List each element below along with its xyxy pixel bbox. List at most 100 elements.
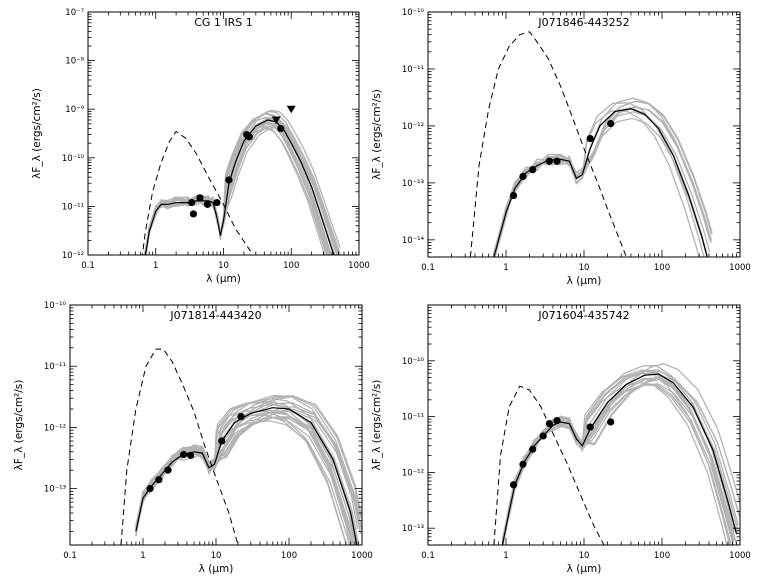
photometry-point (519, 460, 527, 468)
x-tick-label: 100 (283, 261, 299, 271)
stellar-photosphere-curve (493, 385, 605, 545)
x-tick-label: 1 (140, 551, 145, 561)
y-tick-label: 10⁻¹¹ (62, 202, 84, 212)
model-fit-curve (493, 100, 713, 257)
y-tick-label: 10⁻¹⁰ (402, 8, 425, 18)
panel-title: CG 1 IRS 1 (194, 16, 253, 29)
photometry-point (586, 134, 594, 143)
y-tick-label: 10⁻¹⁰ (44, 301, 67, 311)
x-tick-label: 10 (579, 263, 590, 273)
x-axis-label: λ (μm) (206, 273, 241, 285)
y-tick-label: 10⁻¹² (62, 251, 84, 261)
photometry-point (189, 210, 198, 218)
photometry-point (277, 124, 285, 133)
model-fit-curve (493, 117, 708, 257)
photometry-point (509, 191, 518, 200)
x-tick-label: 10 (211, 551, 222, 561)
model-fit-curve (135, 411, 354, 545)
photometry-point (164, 466, 172, 474)
curve-layer (493, 363, 740, 545)
model-fit-curve (135, 417, 357, 545)
model-fit-curve (135, 402, 351, 545)
x-tick-label: 1 (503, 263, 508, 273)
y-tick-label: 10⁻¹³ (402, 179, 424, 189)
x-tick-label: 0.1 (421, 551, 435, 561)
y-tick-label: 10⁻¹² (402, 122, 424, 132)
curve-layer (120, 348, 362, 545)
x-axis-label: λ (μm) (567, 275, 602, 287)
panel-title: J071604-435742 (537, 309, 629, 322)
x-tick-label: 1 (153, 261, 158, 271)
y-tick-label: 10⁻¹¹ (402, 413, 424, 423)
photometry-point (607, 418, 615, 426)
chart-panel: 0.1 1 10 100 1000 10⁻¹⁴ 10⁻¹³ 10⁻¹² 10⁻¹¹ 10⁻¹⁰ J0… (371, 8, 751, 287)
photometry-point (529, 445, 537, 453)
photometry-point (545, 419, 553, 428)
photometry-point (586, 423, 594, 431)
model-fit-curve (135, 409, 353, 545)
upper-limit-marker (286, 105, 296, 114)
x-axis-label: λ (μm) (199, 563, 234, 575)
curve-layer (469, 31, 713, 257)
photometry-point (519, 172, 527, 180)
y-tick-label: 10⁻¹² (402, 468, 424, 478)
photometry-point (196, 194, 204, 202)
model-fit-curve (494, 107, 709, 257)
y-tick-label: 10⁻¹⁰ (402, 357, 425, 367)
chart-panel: 0.1 1 10 100 1000 10⁻¹³ 10⁻¹² 10⁻¹¹ 10⁻¹⁰ J071814… (13, 301, 373, 575)
x-tick-label: 1 (503, 551, 508, 561)
x-tick-label: 1000 (729, 263, 751, 273)
panel-title: J071846-443252 (537, 16, 629, 29)
model-fit-curve (493, 106, 712, 257)
photometry-point (218, 437, 226, 445)
x-tick-label: 100 (654, 551, 670, 561)
y-tick-label: 10⁻⁷ (65, 8, 84, 18)
best-fit-curve (144, 119, 335, 255)
photometry-point (237, 413, 245, 421)
y-tick-label: 10⁻¹² (44, 423, 66, 433)
upper-limit-marker (271, 116, 281, 124)
x-tick-label: 1000 (351, 551, 373, 561)
photometry-point (545, 157, 553, 165)
photometry-point (225, 176, 233, 184)
model-fit-curve (493, 97, 711, 253)
photometry-point (180, 450, 188, 459)
model-fit-curve (135, 416, 359, 545)
y-tick-label: 10⁻¹³ (402, 524, 424, 534)
model-fit-curve (501, 372, 735, 544)
x-tick-label: 10 (579, 551, 590, 561)
panel-title: J071814-443420 (169, 309, 261, 322)
y-axis-label: λF_λ (ergs/cm²/s) (31, 88, 43, 179)
x-tick-label: 0.1 (81, 261, 95, 271)
photometry-point (155, 476, 163, 484)
model-fit-curve (501, 375, 740, 545)
photometry-point (509, 481, 518, 489)
x-tick-label: 100 (654, 263, 670, 273)
photometry-point (188, 198, 196, 207)
chart-panel: 0.1 1 10 100 1000 10⁻¹² 10⁻¹¹ 10⁻¹⁰ 10⁻⁹ 10⁻⁸ 10⁻⁷… (31, 8, 370, 285)
model-fit-curve (135, 409, 353, 545)
x-tick-label: 0.1 (421, 263, 435, 273)
photometry-point (146, 485, 154, 493)
y-axis-label: λF_λ (ergs/cm²/s) (371, 380, 383, 471)
x-tick-label: 100 (281, 551, 297, 561)
y-axis-label: λF_λ (ergs/cm²/s) (371, 89, 383, 180)
model-fit-curve (501, 377, 738, 545)
curve-layer (141, 109, 342, 255)
stellar-photosphere-curve (120, 348, 239, 545)
model-fit-curve (502, 363, 740, 545)
y-tick-label: 10⁻¹⁰ (62, 154, 85, 164)
model-fit-curve (501, 383, 734, 545)
y-tick-label: 10⁻⁸ (65, 57, 84, 67)
photometry-point (539, 432, 547, 440)
photometry-point (553, 157, 561, 165)
y-tick-label: 10⁻¹⁴ (402, 236, 425, 246)
photometry-point (213, 198, 221, 207)
stellar-photosphere-curve (469, 31, 627, 257)
stellar-photosphere-curve (141, 130, 251, 255)
photometry-point (529, 166, 537, 174)
x-tick-label: 10 (218, 261, 229, 271)
x-tick-label: 1000 (729, 551, 751, 561)
best-fit-curve (135, 407, 358, 545)
